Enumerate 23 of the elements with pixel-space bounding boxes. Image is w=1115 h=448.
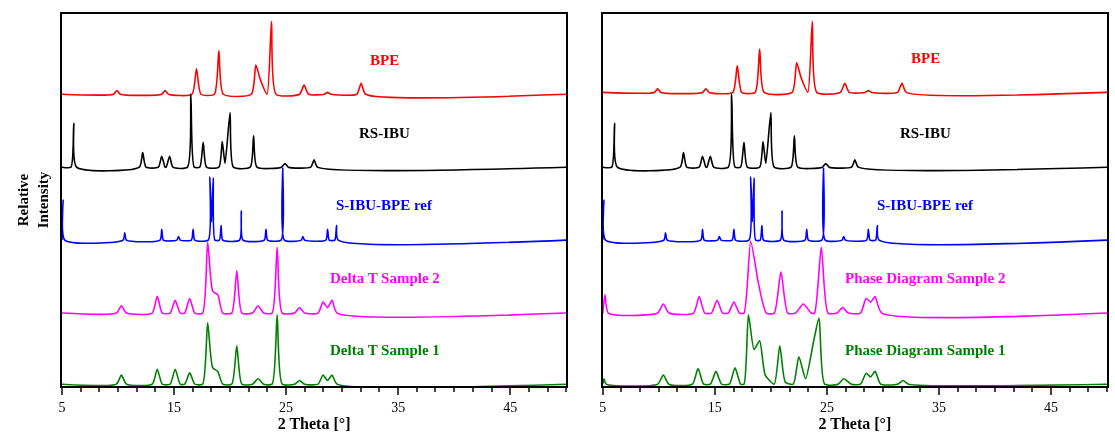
series-label: Delta T Sample 1 — [330, 342, 440, 358]
x-tick-label: 45 — [1043, 399, 1058, 415]
series-label: RS-IBU — [359, 125, 411, 141]
y-axis-title: Relative Intensity — [15, 171, 51, 229]
x-tick-label: 35 — [931, 399, 946, 415]
series-label: BPE — [911, 50, 941, 66]
series-label: S-IBU-BPE ref — [336, 197, 433, 213]
series-label: Delta T Sample 2 — [330, 270, 440, 286]
series-label: Phase Diagram Sample 2 — [845, 270, 1006, 286]
series-label: BPE — [370, 52, 400, 68]
series-label: RS-IBU — [900, 125, 952, 141]
series-label: S-IBU-BPE ref — [877, 197, 974, 213]
x-tick-label: 5 — [58, 399, 66, 415]
x-tick-label: 25 — [819, 399, 834, 415]
x-tick-label: 25 — [279, 399, 294, 415]
x-tick-label: 35 — [391, 399, 406, 415]
x-axis-title: 2 Theta [°] — [277, 415, 351, 432]
x-tick-label: 45 — [503, 399, 518, 415]
x-axis-title: 2 Theta [°] — [818, 415, 892, 432]
x-tick-label: 5 — [599, 399, 607, 415]
x-tick-label: 15 — [167, 399, 182, 415]
series-label: Phase Diagram Sample 1 — [845, 342, 1006, 358]
x-tick-label: 15 — [707, 399, 722, 415]
